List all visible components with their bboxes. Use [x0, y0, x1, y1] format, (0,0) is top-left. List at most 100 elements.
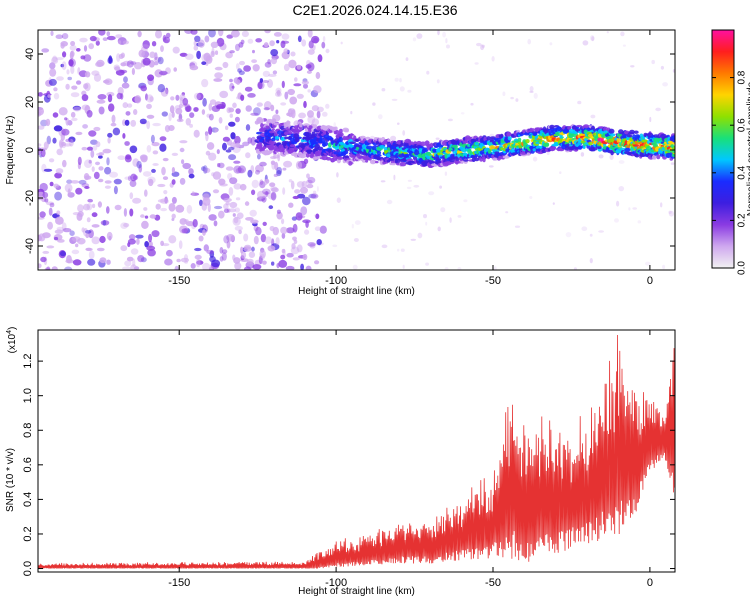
noise-blob [71, 85, 78, 90]
noise-blob [158, 70, 168, 76]
noise-blob [55, 216, 64, 225]
faint-blob [416, 33, 423, 39]
noise-blob [210, 41, 219, 48]
noise-blob [296, 93, 304, 99]
faint-blob [325, 48, 330, 54]
noise-blob [70, 41, 76, 46]
noise-blob [168, 235, 177, 244]
faint-blob [637, 220, 642, 224]
noise-blob [79, 37, 88, 43]
noise-blob [61, 222, 67, 231]
faint-blob [589, 258, 593, 264]
noise-blob [138, 164, 143, 173]
noise-blob [235, 63, 240, 70]
noise-blob [229, 50, 235, 54]
ridge-blob [375, 160, 379, 164]
noise-blob [38, 147, 43, 156]
noise-blob [61, 141, 67, 149]
noise-blob [93, 126, 101, 132]
noise-blob [303, 83, 308, 89]
noise-blob [278, 259, 288, 268]
faint-blob [457, 215, 462, 218]
noise-blob [104, 78, 113, 85]
noise-blob [164, 196, 168, 204]
noise-blob [193, 107, 199, 112]
noise-blob [296, 64, 302, 70]
noise-blob [157, 183, 166, 188]
ridge-blob [443, 139, 450, 143]
ridge-blob [289, 144, 296, 148]
faint-blob [660, 65, 665, 70]
noise-blob [132, 175, 139, 181]
noise-blob [75, 131, 83, 136]
noise-blob [106, 259, 111, 265]
ridge-blob [418, 148, 423, 152]
noise-blob [112, 127, 121, 136]
noise-blob [151, 168, 156, 173]
noise-blob [235, 79, 241, 85]
noise-blob [175, 204, 185, 213]
noise-blob [85, 233, 90, 238]
faint-blob [313, 214, 317, 217]
noise-blob [213, 220, 218, 227]
noise-blob [107, 94, 113, 103]
ridge-blob [423, 147, 429, 153]
noise-blob [174, 265, 179, 270]
noise-blob [201, 53, 210, 62]
noise-blob [193, 92, 201, 100]
noise-blob [208, 126, 213, 135]
noise-blob [140, 85, 147, 92]
noise-blob [244, 244, 252, 250]
noise-blob [129, 145, 138, 154]
noise-blob [255, 226, 262, 236]
ridge-blob [489, 136, 496, 139]
ridge-blob [390, 162, 396, 166]
noise-blob [189, 65, 199, 71]
noise-blob [186, 204, 193, 214]
noise-blob [229, 82, 235, 92]
faint-blob [439, 185, 442, 189]
noise-blob [306, 183, 314, 189]
noise-blob [243, 65, 252, 72]
noise-blob [81, 146, 88, 151]
faint-blob [381, 88, 386, 92]
faint-blob [598, 230, 604, 233]
noise-blob [184, 30, 193, 34]
ridge-blob [517, 137, 522, 142]
faint-blob [476, 42, 482, 47]
noise-blob [61, 33, 69, 40]
faint-blob [336, 197, 341, 203]
faint-blob [386, 199, 393, 205]
noise-blob [65, 138, 72, 143]
ridge-blob [312, 124, 318, 129]
y-tick-label: 0.6 [22, 457, 34, 472]
noise-blob [246, 258, 254, 265]
noise-blob [130, 248, 139, 255]
noise-blob [230, 30, 240, 38]
noise-blob [43, 168, 53, 172]
y-tick-label: 0.8 [22, 423, 34, 438]
faint-blob [609, 154, 614, 160]
faint-blob [591, 36, 595, 42]
noise-blob [307, 110, 314, 118]
noise-blob [319, 225, 327, 234]
ridge-blob [469, 151, 473, 155]
faint-blob [312, 44, 316, 48]
noise-blob [226, 234, 236, 242]
noise-blob [250, 112, 259, 116]
ridge-blob [588, 141, 593, 146]
noise-blob [54, 191, 62, 201]
ridge-blob [626, 145, 630, 149]
noise-blob [276, 166, 283, 175]
noise-blob [88, 159, 92, 164]
faint-blob [590, 35, 595, 41]
noise-blob [262, 80, 270, 83]
noise-blob [91, 212, 98, 218]
noise-blob [230, 132, 236, 140]
noise-blob [223, 197, 232, 203]
ridge-blob [361, 159, 367, 163]
y-tick-label: 0.2 [22, 526, 34, 541]
snr-trace [38, 334, 675, 569]
faint-blob [529, 196, 533, 199]
